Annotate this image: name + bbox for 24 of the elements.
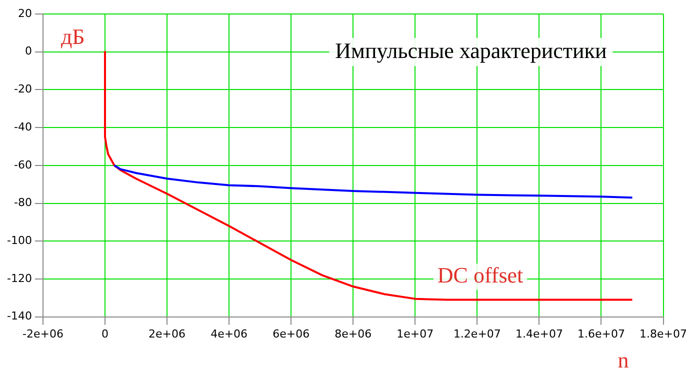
x-tick-label: 4e+06 (210, 327, 248, 340)
text: Импульсные характеристики (335, 38, 607, 63)
x-tick-label: 1e+07 (396, 327, 434, 340)
y-tick-label: -60 (14, 158, 32, 172)
x-tick-label: 1.6e+07 (577, 327, 625, 340)
y-tick-label: -80 (14, 196, 32, 210)
y-tick-label: -40 (14, 120, 32, 134)
x-tick-label: 1.8e+07 (640, 327, 688, 340)
x-tick-label: 2e+06 (148, 327, 186, 340)
y-tick-label: -120 (6, 272, 32, 285)
y-tick-label: 0 (24, 44, 32, 58)
y-tick-label: -20 (14, 82, 32, 96)
y-tick-label: -100 (6, 234, 32, 247)
x-tick-label: 1.4e+07 (515, 327, 563, 340)
x-axis-title: n (618, 348, 629, 373)
y-axis-title: дБ (60, 24, 85, 49)
x-tick-label: 1.2e+07 (453, 327, 501, 340)
annotation: DC offset (437, 262, 524, 288)
x-tick-label: 8e+06 (334, 327, 372, 340)
x-tick-label: -2e+06 (22, 327, 64, 340)
y-tick-label: -140 (6, 310, 32, 323)
x-tick-label: 0 (101, 327, 108, 340)
y-tick-label: 20 (18, 6, 32, 20)
x-tick-label: 6e+06 (272, 327, 310, 340)
